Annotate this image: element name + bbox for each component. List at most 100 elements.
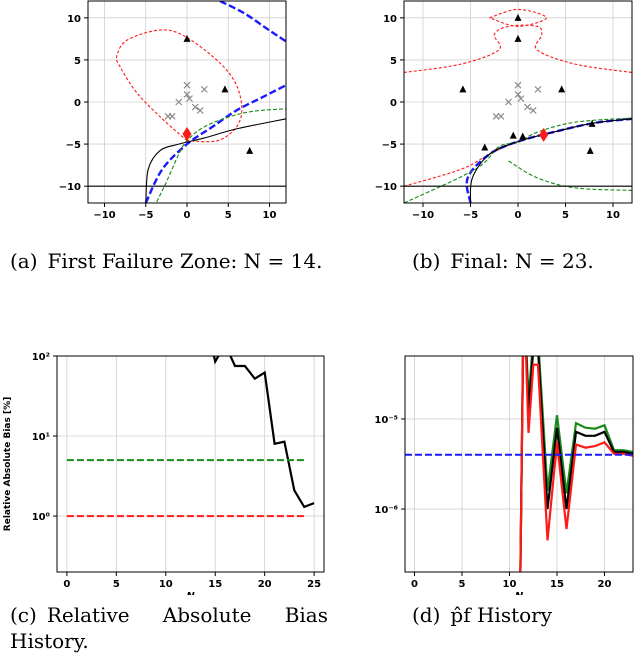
- design-point-diamond: [539, 127, 549, 142]
- x-tick-label: 0: [411, 579, 418, 590]
- sample-point-x: [517, 95, 525, 103]
- caption-d: (d) p̂f History: [412, 602, 638, 628]
- x-tick-label: 5: [113, 579, 120, 590]
- chart-b-final: −10 −5 0 5 10 −10 −5 0 5 10: [375, 0, 633, 220]
- plot-area: [88, 1, 286, 203]
- contour-red: [115, 29, 243, 143]
- sample-point-triangle: [519, 132, 527, 140]
- sample-point-triangle: [558, 85, 566, 93]
- sample-point-triangle: [459, 85, 467, 93]
- x-tick-label: −10: [93, 210, 115, 220]
- x-tick-label: −5: [463, 210, 478, 220]
- sample-point-x: [196, 106, 204, 114]
- sample-point-x: [186, 95, 193, 103]
- contour-blue: [144, 84, 286, 203]
- caption-a-label: (a): [10, 249, 38, 273]
- caption-c: (c) Relative Absolute Bias History.: [10, 602, 328, 654]
- chart-a-first-failure-zone: −10 −5 0 5 10 −10 −5 0 5 10: [59, 0, 287, 220]
- y-tick-label: −10: [375, 182, 397, 193]
- y-tick-label: −10: [59, 182, 81, 193]
- sample-point-x: [175, 98, 183, 106]
- axes-frame: [56, 355, 325, 573]
- contour-black: [469, 118, 632, 203]
- y-tick-label: 5: [390, 56, 397, 67]
- x-axis-label: N: [515, 591, 524, 595]
- x-tick-label: −5: [138, 210, 153, 220]
- y-tick-label: 10⁻⁶: [374, 505, 398, 516]
- caption-c-label: (c): [10, 603, 37, 627]
- series-line-0: [165, 356, 315, 509]
- y-tick-label: 10⁰: [32, 512, 50, 523]
- sample-point-x: [183, 91, 191, 98]
- plot-area: [405, 356, 633, 572]
- x-tick-label: 10: [503, 579, 517, 590]
- y-tick-label: 10⁻⁵: [374, 415, 398, 426]
- sample-point-x: [492, 112, 500, 120]
- sample-point-triangle: [246, 146, 254, 154]
- x-tick-label: 15: [208, 579, 222, 590]
- x-tick-label: 0: [515, 210, 522, 220]
- x-tick-label: 0: [63, 579, 70, 590]
- contour-green-lower: [508, 160, 632, 191]
- sample-point-triangle: [221, 85, 229, 93]
- sample-point-x: [191, 103, 199, 111]
- y-tick-label: 0: [390, 98, 397, 109]
- contour-green: [155, 108, 286, 203]
- sample-point-triangle: [183, 34, 191, 42]
- sample-point-x: [200, 85, 208, 93]
- caption-d-label: (d): [412, 603, 441, 627]
- series-line-2: [519, 356, 633, 572]
- caption-a-text: First Failure Zone: N = 14.: [47, 249, 323, 273]
- x-tick-label: 5: [225, 210, 232, 220]
- x-tick-label: 5: [562, 210, 569, 220]
- x-tick-label: 0: [184, 210, 191, 220]
- sample-point-x: [524, 103, 531, 111]
- x-axis-label: N: [186, 591, 195, 595]
- y-tick-label: 0: [74, 98, 81, 109]
- grid-lines: [57, 355, 324, 572]
- y-tick-label: 5: [74, 56, 81, 67]
- sample-point-x: [164, 112, 172, 120]
- sample-point-triangle: [481, 143, 489, 151]
- sample-point-triangle: [514, 13, 522, 21]
- y-tick-label: 10: [383, 14, 397, 25]
- axes-frame: [404, 355, 634, 573]
- x-tick-label: 5: [459, 579, 466, 590]
- x-tick-label: 20: [258, 579, 272, 590]
- sample-point-triangle: [509, 131, 517, 139]
- sample-point-x: [514, 81, 522, 89]
- sample-point-x: [514, 91, 522, 98]
- plot-area: [404, 8, 632, 203]
- plot-area: [66, 356, 315, 518]
- caption-b-text: Final: N = 23.: [450, 249, 594, 273]
- y-axis-label: Relative Absolute Bias [%]: [3, 397, 13, 531]
- y-tick-label: −5: [66, 140, 81, 151]
- chart-c-relative-bias-history: 0 5 10 15 20 25 10⁰ 10¹ 10² N Relative Absolute Bi…: [3, 352, 325, 595]
- grid-lines: [88, 1, 286, 203]
- y-tick-label: −5: [382, 140, 397, 151]
- y-tick-label: 10¹: [32, 432, 50, 443]
- design-point-diamond: [182, 126, 192, 141]
- x-tick-label: −10: [412, 210, 434, 220]
- caption-b: (b) Final: N = 23.: [412, 248, 638, 274]
- caption-a: (a) First Failure Zone: N = 14.: [10, 248, 328, 274]
- contour-blue-top: [219, 1, 286, 43]
- grid-lines: [404, 1, 632, 203]
- contour-blue: [465, 117, 632, 203]
- sample-point-triangle: [586, 146, 594, 154]
- x-tick-label: 10: [263, 210, 277, 220]
- grid-lines: [405, 356, 633, 572]
- contour-green: [404, 117, 632, 203]
- series-line-1: [519, 356, 633, 572]
- y-tick-label: 10: [67, 14, 81, 25]
- sample-point-x: [534, 85, 542, 93]
- contour-black: [145, 118, 286, 203]
- caption-b-label: (b): [412, 249, 441, 273]
- x-tick-label: 15: [550, 579, 564, 590]
- sample-point-triangle: [588, 119, 596, 127]
- sample-point-x: [505, 98, 512, 106]
- sample-point-triangle: [514, 34, 522, 42]
- series-line-0: [519, 356, 633, 572]
- y-tick-label: 10²: [32, 352, 50, 363]
- contour-red-ellipse: [489, 8, 548, 27]
